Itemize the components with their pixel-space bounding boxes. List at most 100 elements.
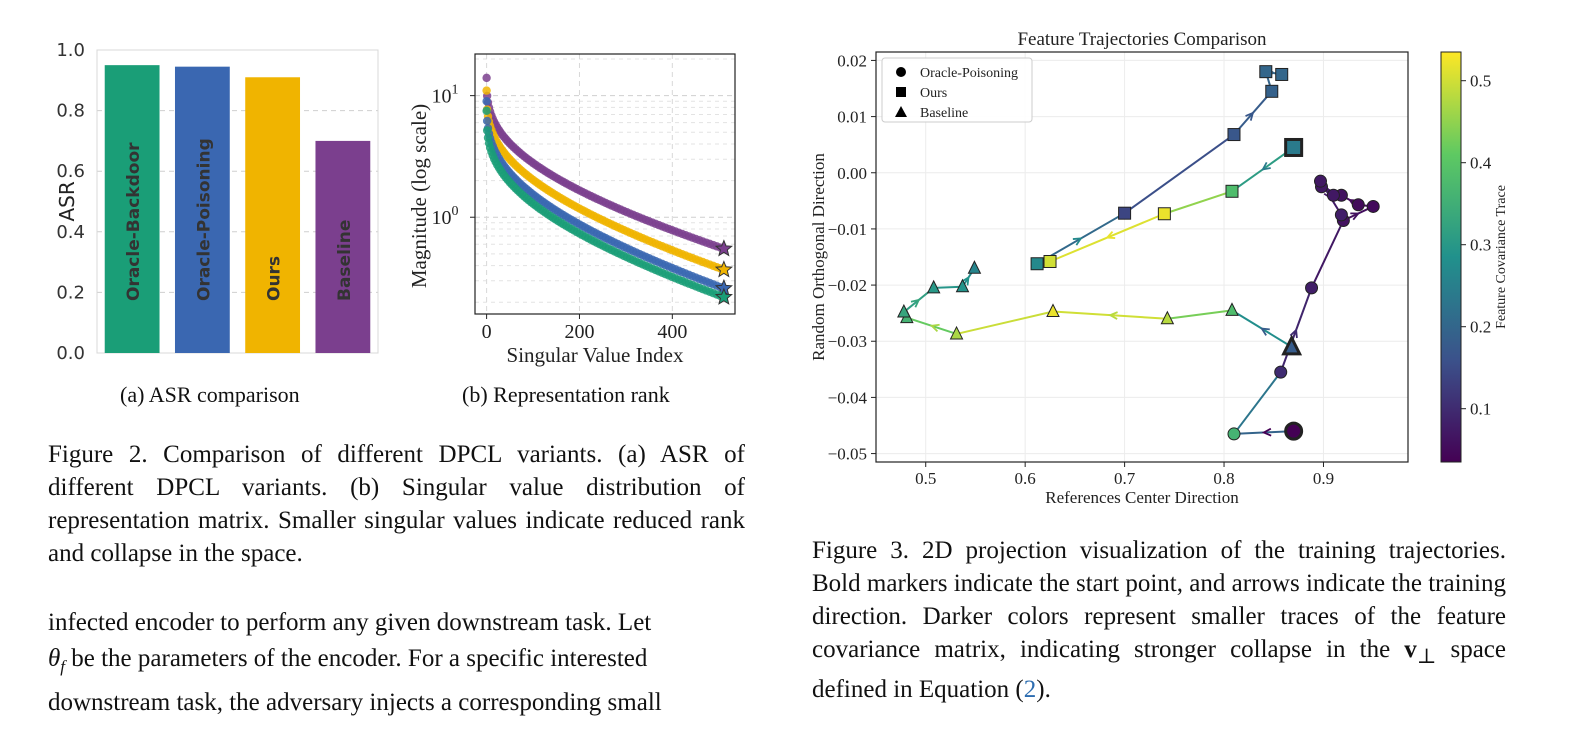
triangle-marker (1046, 303, 1060, 317)
y-axis-label: Random Orthogonal Direction (809, 153, 828, 361)
direction-arrow (1261, 427, 1272, 437)
v-perp-symbol: v (1404, 636, 1417, 663)
square-marker (1225, 184, 1239, 198)
trajectory-segment (1167, 309, 1233, 320)
data-point (482, 106, 491, 116)
trajectory-segment (1164, 190, 1233, 215)
square-marker (1265, 84, 1279, 98)
y-axis-label: Magnitude (log scale) (407, 104, 431, 288)
direction-arrow (1108, 311, 1118, 320)
ytick-label: 1.0 (56, 40, 85, 61)
colorbar-tick-label: 0.2 (1470, 318, 1491, 337)
bar-label: Baseline (335, 220, 355, 301)
circle-marker (1274, 365, 1288, 379)
triangle-marker (926, 279, 941, 294)
direction-arrow (929, 323, 940, 332)
square-marker (1275, 67, 1289, 81)
end-star-marker (714, 260, 733, 278)
direction-arrow (1105, 231, 1116, 239)
direction-arrow (961, 275, 970, 286)
direction-arrow (1261, 161, 1271, 171)
fig2a-subcaption: (a) ASR comparison (120, 382, 300, 407)
body-line-3: downstream task, the adversary injects a… (48, 689, 662, 716)
colorbar-tick-label: 0.4 (1470, 154, 1492, 173)
ytick-label: 0.4 (56, 222, 85, 243)
circle-marker (1305, 281, 1319, 295)
bar (315, 140, 371, 353)
x-axis-label: References Center Direction (1045, 488, 1239, 507)
ytick-label: 101 (432, 83, 459, 108)
colorbar-tick-label: 0.1 (1470, 400, 1491, 419)
ytick-label: 100 (432, 204, 459, 229)
plot-frame (474, 53, 736, 315)
trajectory-segment (1124, 133, 1235, 215)
circle-marker (1334, 208, 1348, 222)
theta-subscript: f (60, 657, 66, 676)
square-marker (1259, 65, 1273, 79)
xtick-label: 0.5 (915, 469, 936, 488)
equation-ref-link[interactable]: 2 (1023, 676, 1037, 703)
xtick-label: 0.9 (1313, 469, 1334, 488)
trajectory-segment (956, 310, 1054, 335)
plot-frame (96, 49, 379, 354)
ytick-label: 0.8 (56, 101, 85, 122)
start-marker (1284, 421, 1304, 441)
legend-triangle-marker (895, 106, 907, 117)
triangle-marker (955, 278, 970, 293)
circle-marker (1227, 427, 1241, 441)
bar-label: Oracle-Poisoning (194, 138, 214, 301)
xtick-label: 400 (657, 321, 687, 343)
trajectory-segment (1310, 220, 1345, 289)
legend-box (881, 57, 1033, 123)
ytick-label: −0.01 (828, 220, 867, 239)
data-point (482, 126, 492, 135)
fig3-trajectory-chart: 0.5 0.6 0.7 0.8 0.9 0.02 0.01 0.00 −0.01 −0.02 −0.… (809, 29, 1509, 507)
fig2b-subcaption: (b) Representation rank (462, 382, 670, 407)
trajectory-segment (1233, 371, 1282, 435)
body-line-1: infected encoder to perform any given do… (48, 609, 652, 636)
ytick-label: −0.05 (828, 445, 867, 464)
direction-arrow (1072, 237, 1083, 246)
y-axis-label: ASR (55, 181, 79, 221)
square-marker (1030, 257, 1044, 271)
square-marker (1043, 254, 1057, 268)
triangle-marker (897, 303, 911, 318)
fig2b-singular-value-chart: 0 200 400 101 100 Singular Value Index Magnitu… (407, 53, 736, 367)
xtick-label: 0.8 (1213, 469, 1234, 488)
bar (104, 65, 160, 354)
square-marker (1118, 206, 1132, 220)
data-point (482, 96, 491, 106)
direction-arrow (1289, 328, 1298, 339)
trajectory-segment (933, 285, 963, 289)
chart-title: Feature Trajectories Comparison (1017, 29, 1267, 50)
end-star-marker (714, 287, 733, 305)
square-marker (1157, 207, 1171, 221)
legend-label: Ours (920, 86, 947, 101)
ytick-label: 0.6 (56, 161, 85, 182)
ytick-label: −0.02 (828, 276, 867, 295)
body-line-2: θf be the parameters of the encoder. For… (48, 645, 648, 676)
direction-arrow (1260, 327, 1270, 336)
xtick-label: 0.7 (1114, 469, 1136, 488)
data-point (482, 86, 491, 95)
ytick-label: −0.04 (828, 388, 868, 407)
ytick-label: 0.02 (837, 51, 867, 70)
direction-arrow (910, 298, 921, 308)
legend-label: Oracle-Poisoning (920, 66, 1018, 81)
legend-label: Baseline (920, 106, 968, 121)
colorbar-tick-label: 0.5 (1470, 72, 1491, 91)
colorbar-label: Feature Covariance Trace (1494, 185, 1509, 329)
circle-marker (1351, 198, 1365, 212)
colorbar-tick-label: 0.3 (1470, 236, 1491, 255)
figure2-caption: Figure 2. Comparison of different DPCL v… (48, 441, 745, 567)
circle-marker (1313, 174, 1327, 188)
fig2a-bar-chart: 0.0 0.2 0.4 0.6 0.8 1.0 Oracle-Backdoor Oracle-… (55, 40, 379, 364)
ytick-label: 0.01 (837, 108, 867, 127)
data-point (482, 73, 491, 83)
circle-marker (1366, 199, 1380, 213)
start-marker (1281, 334, 1303, 356)
xtick-label: 0.6 (1015, 469, 1036, 488)
ytick-label: 0.0 (56, 343, 85, 364)
triangle-marker (1225, 302, 1239, 316)
legend-square-marker (896, 87, 906, 97)
